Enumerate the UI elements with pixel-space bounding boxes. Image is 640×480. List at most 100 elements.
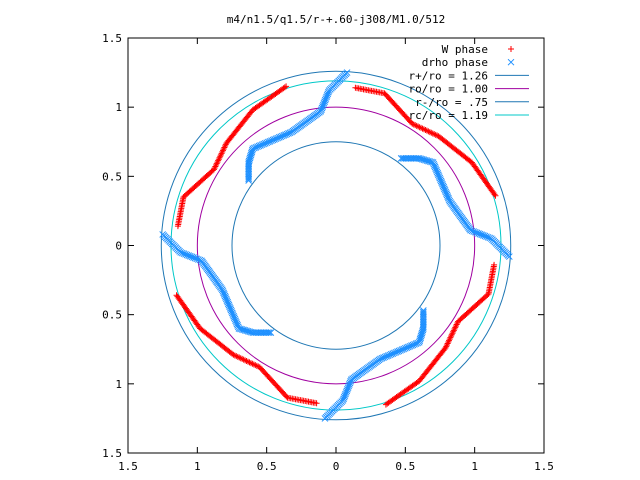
legend-label: r-/ro = .75 [415,96,488,109]
drho-phase-point [264,329,271,337]
w-phase-point [249,360,256,367]
chart-title: m4/n1.5/q1.5/r-+.60-j308/M1.0/512 [227,13,446,26]
drho-phase-point [420,312,427,319]
legend-label: rc/ro = 1.19 [409,109,488,122]
w-phase-point [422,126,429,133]
y-tick-label: 1.5 [102,447,122,460]
y-tick-label: 0.5 [102,170,122,183]
w-phase-point [253,362,260,369]
w-phase-point [426,129,433,136]
w-phase-point [245,358,252,365]
drho-phase-point [420,308,427,316]
x-tick-label: 1.5 [118,460,138,473]
w-phase-point [236,354,243,361]
x-tick-label: 0.5 [257,460,277,473]
w-phase-point [415,123,422,130]
w-phase-point [212,163,219,170]
w-phase-point [233,353,240,360]
x-tick-label: 1.5 [534,460,554,473]
w-phase-point [434,132,441,139]
w-phase-point [252,362,259,369]
drho-phase-point [414,154,421,162]
drho-phase-point [249,329,257,337]
w-phase-point [213,160,220,167]
w-phase-point [416,124,423,131]
w-phase-point [239,355,246,362]
drho-phase-point [406,154,413,162]
drho-phase-point [412,154,420,162]
drho-phase-point [245,177,252,184]
w-phase-point [443,341,450,348]
drho-phase-point [256,329,263,337]
w-phase-point [217,153,224,160]
w-phase-point [425,128,432,135]
w-phase-point [217,151,224,158]
drho-phase-point [262,329,270,337]
drho-phase-point [420,310,427,318]
y-tick-label: 1.5 [102,32,122,45]
w-phase-point [231,352,238,359]
w-phase-point [237,355,244,362]
drho-phase-point [257,329,265,337]
drho-phase-point [420,321,427,329]
circle-series-3 [196,106,476,385]
drho-phase-point [245,160,252,168]
w-phase-point [215,156,222,163]
w-phase-point [413,122,420,129]
w-phase-point [418,124,425,131]
drho-phase-point [420,315,427,323]
ticks-layer: 1.5 1 0.5 0 0.5 1 1.51.510.500.511.5 [102,32,554,473]
drho-phase-point [265,329,273,337]
legend-label: ro/ro = 1.00 [409,83,488,96]
w-phase-point [431,131,438,138]
drho-phase-point [401,154,408,162]
series-0-points [173,83,499,408]
drho-phase-point [420,318,427,326]
drho-phase-point [251,329,258,337]
w-phase-point [450,328,457,335]
y-tick-label: 1 [115,378,122,391]
w-phase-point [442,344,449,351]
drho-phase-point [407,154,415,162]
w-phase-point [234,353,241,360]
w-phase-point [240,356,247,363]
w-phase-point [446,337,453,344]
drho-phase-point [402,154,410,162]
x-tick-label: 1 [471,460,478,473]
w-phase-point [250,361,257,368]
w-phase-point [453,321,460,328]
drho-phase-point [245,175,252,183]
x-tick-label: 1 [194,460,201,473]
drho-phase-point [245,164,252,171]
drho-phase-point [259,329,266,337]
w-phase-point [448,333,455,340]
drho-phase-point [245,170,252,178]
w-phase-point [243,358,250,365]
drho-phase-point [260,329,268,337]
w-phase-point [214,159,221,166]
w-phase-point [452,322,459,329]
drho-phase-point [420,320,427,327]
legend-marker [508,46,514,52]
legend-label: W phase [442,43,488,56]
w-phase-point [222,143,229,150]
drho-phase-point [404,154,412,162]
drho-phase-point [245,159,252,166]
w-phase-point [216,154,223,161]
drho-phase-point [420,323,427,331]
w-phase-point [435,133,442,140]
drho-phase-point [420,316,427,324]
drho-phase-point [252,329,260,337]
w-phase-point [220,145,227,152]
w-phase-point [174,223,181,230]
w-phase-point [352,84,359,91]
drho-phase-point [409,154,416,162]
y-tick-label: 1 [115,101,122,114]
drho-phase-point [245,162,252,170]
y-tick-label: 0 [115,240,122,253]
points-layer [159,69,513,422]
drho-phase-point [245,172,252,179]
w-phase-point [230,351,237,358]
x-tick-label: 0 [333,460,340,473]
